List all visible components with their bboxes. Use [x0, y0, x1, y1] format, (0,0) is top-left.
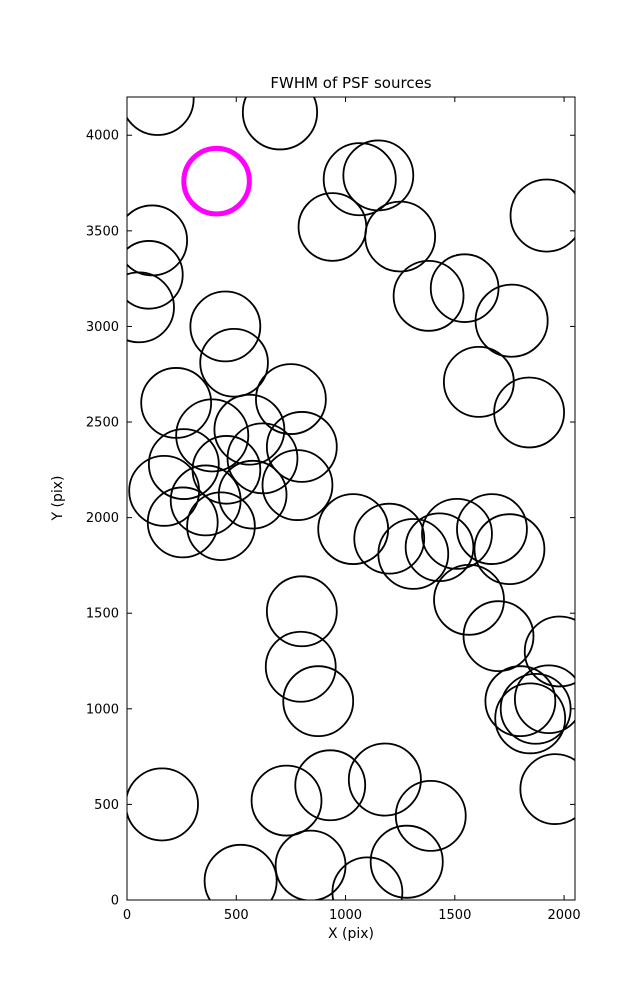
psf-circle: [429, 253, 500, 323]
psf-circle: [241, 97, 319, 151]
psf-circle: [189, 290, 262, 363]
psf-circle: [442, 346, 515, 418]
psf-circle: [265, 575, 338, 648]
psf-circle: [494, 682, 567, 755]
psf-circle: [250, 764, 323, 837]
psf-circle: [127, 97, 195, 136]
psf-circle: [473, 513, 546, 586]
psf-circle: [127, 240, 184, 310]
psf-circle: [175, 398, 250, 473]
psf-circle: [226, 422, 299, 495]
psf-circle: [322, 142, 397, 217]
psf-circle: [404, 512, 475, 583]
psf-circle: [484, 665, 557, 738]
y-tick-label: 1500: [86, 607, 119, 622]
psf-circle: [347, 742, 422, 817]
psf-circle: [146, 486, 219, 559]
psf-circle: [261, 449, 334, 521]
psf-circle: [203, 843, 278, 900]
chart-title: FWHM of PSF sources: [270, 74, 431, 92]
psf-circle: [369, 824, 444, 899]
axes-frame: 0 500 1000 1500 2000 0 500 1000 1500 2000 2500 3000…: [86, 96, 581, 923]
x-axis-label: X (pix): [328, 926, 374, 942]
psf-circle: [421, 498, 493, 570]
psf-circle: [493, 376, 565, 449]
axes-border: [126, 96, 576, 901]
y-tick-label: 2000: [86, 511, 119, 526]
psf-circle: [462, 600, 535, 673]
psf-circle: [523, 615, 575, 688]
psf-circle: [217, 459, 288, 530]
highlight-psf-circle: [181, 145, 252, 217]
y-tick-label: 3500: [86, 224, 119, 239]
psf-circle: [213, 393, 286, 466]
psf-circle: [199, 327, 269, 398]
y-axis-label: Y (pix): [50, 476, 66, 522]
psf-circle: [456, 493, 528, 565]
psf-circle: [514, 664, 575, 735]
y-tick-label: 500: [94, 798, 119, 813]
psf-circle: [147, 428, 220, 500]
psf-circle: [294, 749, 367, 822]
x-tick-label: 0: [123, 908, 131, 923]
y-tick-label: 0: [111, 894, 119, 909]
psf-circle: [169, 464, 242, 537]
psf-circle: [255, 363, 327, 435]
psf-circle: [127, 767, 199, 842]
psf-circle: [282, 665, 355, 738]
x-tick-label: 1000: [329, 908, 362, 923]
psf-circle: [509, 178, 575, 253]
psf-circle: [331, 856, 404, 900]
psf-circle: [392, 259, 465, 332]
psf-circle: [394, 780, 467, 852]
y-tick-label: 1000: [86, 702, 119, 717]
psf-circle: [364, 200, 437, 273]
psf-circle: [433, 563, 505, 636]
x-tick-label: 1500: [438, 908, 471, 923]
x-tick-label: 500: [224, 908, 249, 923]
psf-circle: [353, 502, 426, 575]
y-tick-label: 2500: [86, 416, 119, 431]
x-tick-label: 2000: [548, 908, 581, 923]
psf-circle: [274, 829, 347, 900]
psf-circle: [377, 518, 450, 590]
psf-circle: [127, 271, 175, 344]
circles-layer: [127, 97, 575, 900]
psf-circle: [519, 753, 575, 825]
psf-circle: [474, 283, 549, 358]
psf-circle: [265, 411, 338, 483]
y-tick-label: 4000: [86, 129, 119, 144]
psf-circle: [264, 630, 337, 703]
y-tick-label: 3000: [86, 320, 119, 335]
psf-circle: [186, 491, 256, 561]
